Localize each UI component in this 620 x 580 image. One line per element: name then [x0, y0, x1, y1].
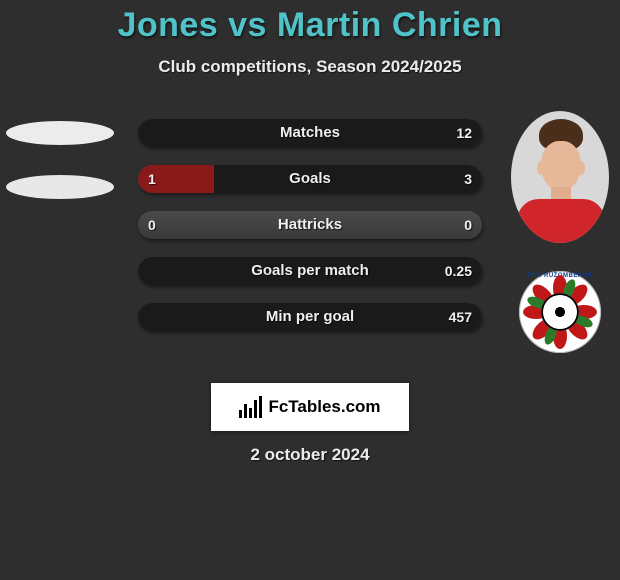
stat-fill-right — [138, 257, 482, 285]
stat-fill-right — [138, 119, 482, 147]
stat-row-goals: 1 3 Goals — [138, 165, 482, 193]
stat-value-right: 12 — [456, 119, 472, 147]
stat-row-hattricks: 0 0 Hattricks — [138, 211, 482, 239]
comparison-content: 12 Matches 1 3 Goals 0 0 Hattricks — [0, 107, 620, 377]
stat-row-min-per-goal: 457 Min per goal — [138, 303, 482, 331]
branding-text: FcTables.com — [268, 397, 380, 417]
comparison-card: Jones vs Martin Chrien Club competitions… — [0, 0, 620, 465]
right-player-column: MFK RUŽOMBEROK — [500, 107, 620, 377]
branding-badge[interactable]: FcTables.com — [211, 383, 409, 431]
branding-logo-icon — [239, 396, 262, 418]
stat-value-right: 0.25 — [445, 257, 472, 285]
left-player-club-placeholder — [6, 175, 114, 199]
left-player-photo-placeholder — [6, 121, 114, 145]
right-player-club-badge: MFK RUŽOMBEROK — [519, 271, 601, 353]
stat-value-right: 3 — [464, 165, 472, 193]
date-text: 2 october 2024 — [0, 445, 620, 465]
stat-value-left: 1 — [148, 165, 156, 193]
stat-value-right: 0 — [464, 211, 472, 239]
right-player-photo — [511, 111, 609, 243]
stat-fill-right — [214, 165, 482, 193]
stat-fill-right — [138, 303, 482, 331]
stat-label: Hattricks — [138, 211, 482, 239]
stat-bars: 12 Matches 1 3 Goals 0 0 Hattricks — [138, 119, 482, 349]
stat-row-matches: 12 Matches — [138, 119, 482, 147]
stat-value-left: 0 — [148, 211, 156, 239]
stat-value-right: 457 — [449, 303, 472, 331]
page-title: Jones vs Martin Chrien — [0, 6, 620, 45]
stat-row-goals-per-match: 0.25 Goals per match — [138, 257, 482, 285]
subtitle: Club competitions, Season 2024/2025 — [0, 57, 620, 77]
left-player-column — [0, 107, 120, 377]
